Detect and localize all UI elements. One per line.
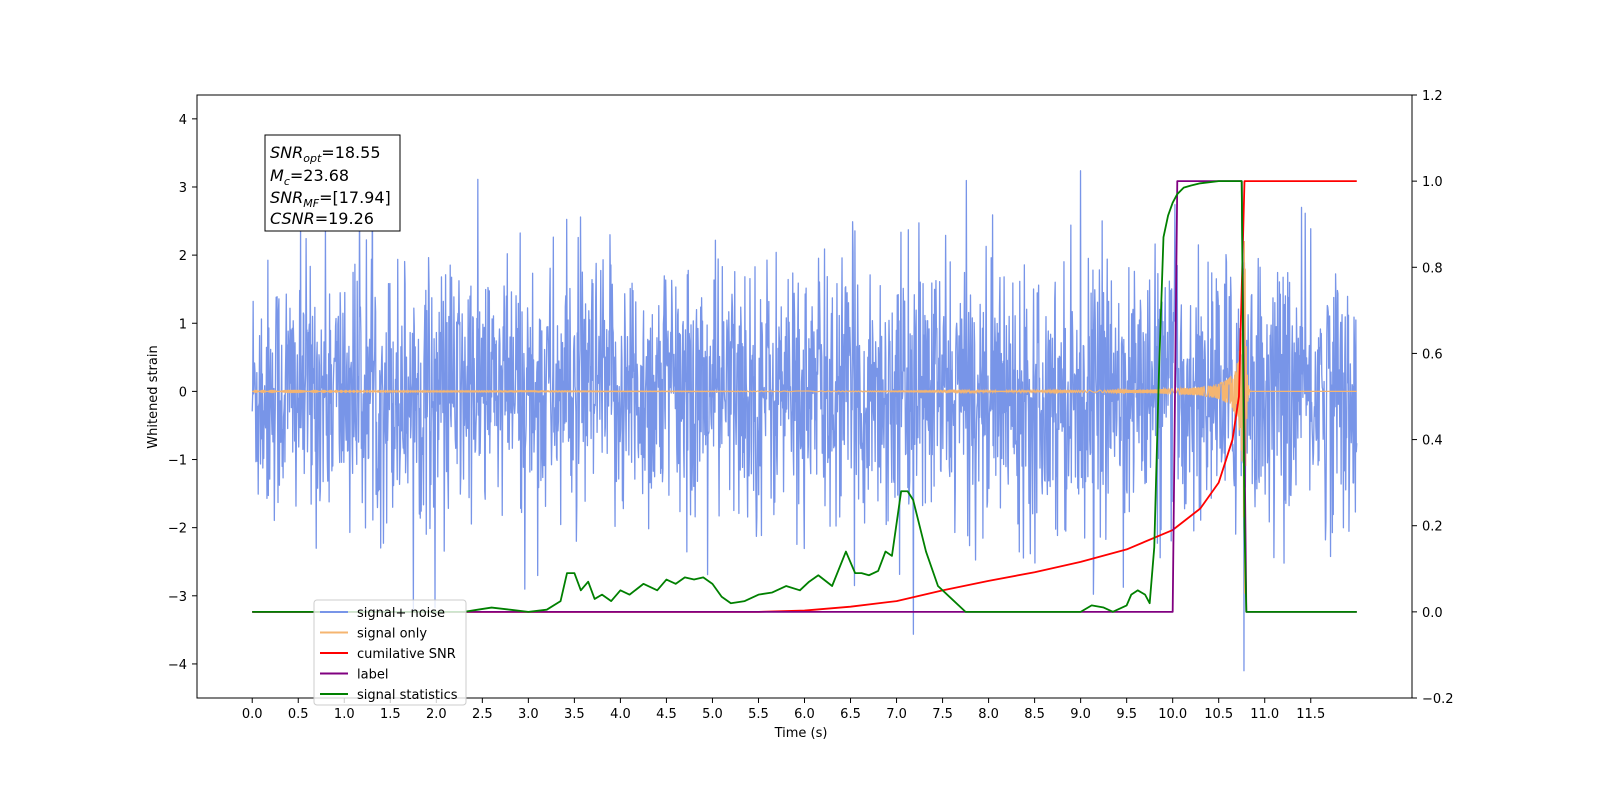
legend-label-0: signal+ noise: [357, 606, 445, 621]
x-tick-label-9: 4.5: [656, 707, 677, 722]
annotation-box: SNRopt=18.55 Mc=23.68 SNRMF=[17.94] CSNR…: [264, 134, 401, 232]
x-tick-label-18: 9.0: [1070, 707, 1091, 722]
legend-label-1: signal only: [357, 627, 427, 642]
y-axis-right: 1.2 1.0 0.8 0.6 0.4 0.2 0.0 −0.2: [1412, 89, 1454, 707]
y-right-tick-label-0: 1.2: [1422, 89, 1443, 104]
x-axis: 0.0 0.5 1.0 1.5 2.0 2.5 3.0 3.5 4.0 4.5 5.0 5.5 6.0 6…: [242, 698, 1325, 722]
x-tick-label-0: 0.0: [242, 707, 263, 722]
x-tick-label-6: 3.0: [518, 707, 539, 722]
x-tick-label-12: 6.0: [794, 707, 815, 722]
y-right-tick-label-1: 1.0: [1422, 175, 1443, 190]
y-right-tick-label-3: 0.6: [1422, 347, 1443, 362]
x-tick-label-4: 2.0: [426, 707, 447, 722]
series-signal-only: [251, 240, 1357, 594]
y-right-tick-label-4: 0.4: [1422, 434, 1443, 449]
x-tick-label-22: 11.0: [1250, 707, 1279, 722]
y-right-tick-label-2: 0.8: [1422, 261, 1443, 276]
y-left-tick-label-6: −2: [168, 522, 187, 537]
annotation-mc: Mc=23.68: [270, 166, 349, 188]
y-axis-left: 4 3 2 1 0 −1 −2 −3 −4: [168, 113, 197, 673]
series-signal-noise: [251, 144, 1358, 672]
x-tick-label-20: 10.0: [1158, 707, 1187, 722]
series-signal-statistics: [252, 180, 1357, 613]
x-tick-label-8: 4.0: [610, 707, 631, 722]
x-tick-label-3: 1.5: [380, 707, 401, 722]
annotation-csnr: CSNR=19.26: [270, 209, 374, 228]
series-cumilative-snr: [252, 180, 1357, 613]
x-tick-label-5: 2.5: [472, 707, 493, 722]
legend-label-2: cumilative SNR: [357, 647, 456, 662]
y-left-tick-label-1: 3: [179, 181, 187, 196]
y-left-tick-label-0: 4: [179, 113, 187, 128]
x-tick-label-16: 8.0: [978, 707, 999, 722]
x-tick-label-2: 1.0: [334, 707, 355, 722]
x-tick-label-13: 6.5: [840, 707, 861, 722]
legend: signal+ noise signal only cumilative SNR la…: [313, 599, 467, 706]
series-layer: [251, 144, 1358, 672]
x-tick-label-17: 8.5: [1024, 707, 1045, 722]
y-left-tick-label-5: −1: [168, 454, 187, 469]
x-tick-label-19: 9.5: [1116, 707, 1137, 722]
y-left-tick-label-4: 0: [179, 385, 187, 400]
x-tick-label-14: 7.0: [886, 707, 907, 722]
x-tick-label-21: 10.5: [1204, 707, 1233, 722]
y-right-tick-label-7: −0.2: [1422, 692, 1454, 707]
x-tick-label-15: 7.5: [932, 707, 953, 722]
y-left-tick-label-7: −3: [168, 590, 187, 605]
y-axis-label: Whitened strain: [146, 345, 161, 448]
y-left-tick-label-2: 2: [179, 249, 187, 264]
x-tick-label-23: 11.5: [1296, 707, 1325, 722]
x-axis-label: Time (s): [774, 726, 828, 741]
legend-label-4: signal statistics: [357, 688, 458, 703]
x-tick-label-7: 3.5: [564, 707, 585, 722]
annotation-snr-mf: SNRMF=[17.94]: [270, 188, 391, 210]
annotation-snr-opt: SNRopt=18.55: [270, 143, 381, 165]
y-right-tick-label-5: 0.2: [1422, 520, 1443, 535]
x-tick-label-10: 5.0: [702, 707, 723, 722]
y-right-tick-label-6: 0.0: [1422, 606, 1443, 621]
x-tick-label-1: 0.5: [288, 707, 309, 722]
legend-label-3: label: [357, 668, 388, 683]
y-left-tick-label-3: 1: [179, 317, 187, 332]
x-tick-label-11: 5.5: [748, 707, 769, 722]
y-left-tick-label-8: −4: [168, 658, 187, 673]
